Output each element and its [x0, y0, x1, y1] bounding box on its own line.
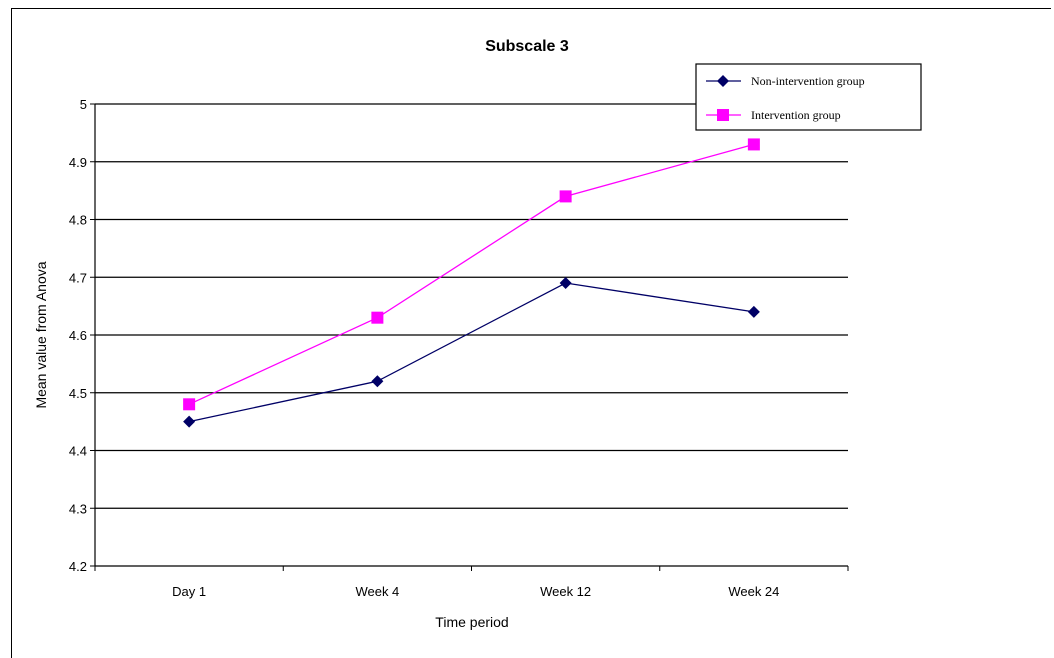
y-tick-label: 4.9	[69, 155, 87, 170]
legend-entry: Non-intervention group	[706, 74, 865, 88]
legend-marker	[717, 75, 729, 87]
y-tick-label: 4.4	[69, 444, 87, 459]
x-tick-label: Week 12	[540, 584, 591, 599]
y-tick-label: 4.8	[69, 213, 87, 228]
data-point	[747, 138, 760, 151]
legend-box	[695, 63, 922, 131]
series-lines	[183, 138, 760, 428]
y-tick-label: 4.3	[69, 501, 87, 516]
x-axis-label: Time period	[435, 614, 508, 630]
x-tick-label: Day 1	[172, 584, 206, 599]
chart-frame	[11, 8, 1051, 658]
data-point	[559, 277, 572, 290]
axes	[90, 103, 849, 571]
data-point	[183, 415, 196, 428]
series-non-intervention-group	[183, 277, 760, 428]
data-point	[371, 375, 384, 388]
x-tick-labels: Day 1 Week 4 Week 12 Week 24	[172, 584, 779, 599]
y-tick-label: 4.6	[69, 328, 87, 343]
chart-title: Subscale 3	[485, 38, 569, 55]
legend-label: Intervention group	[751, 108, 841, 122]
legend: Non-intervention group Intervention group	[695, 63, 922, 131]
y-axis-label: Mean value from Anova	[33, 261, 49, 408]
x-tick-label: Week 24	[728, 584, 779, 599]
series-line	[188, 143, 755, 405]
y-tick-label: 5	[80, 97, 87, 112]
y-tick-label: 4.2	[69, 559, 87, 574]
legend-marker	[717, 109, 729, 121]
x-tick-label: Week 4	[355, 584, 399, 599]
data-point	[183, 398, 196, 411]
gridlines	[95, 103, 848, 509]
series-intervention-group	[183, 138, 760, 411]
data-point	[559, 190, 572, 203]
y-tick-labels: 4.2 4.3 4.4 4.5 4.6 4.7 4.8 4.9 5	[69, 97, 87, 574]
y-tick-label: 4.7	[69, 270, 87, 285]
legend-label: Non-intervention group	[751, 74, 865, 88]
series-line	[188, 282, 754, 423]
y-tick-label: 4.5	[69, 386, 87, 401]
data-point	[371, 311, 384, 324]
data-point	[747, 305, 760, 318]
legend-entry: Intervention group	[706, 108, 841, 122]
